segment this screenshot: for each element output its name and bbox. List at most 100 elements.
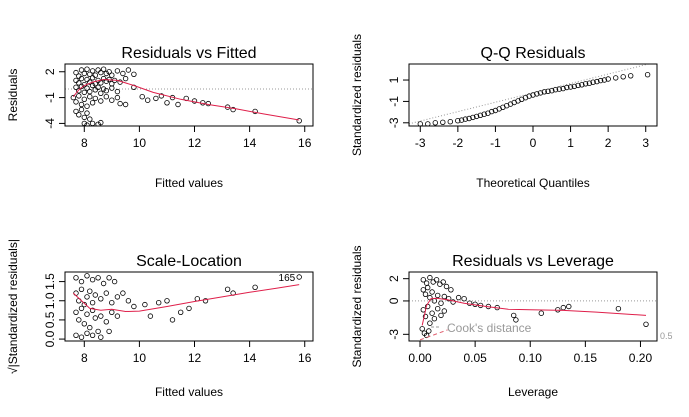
data-point xyxy=(530,92,536,98)
data-point xyxy=(575,82,581,89)
data-point xyxy=(78,286,85,292)
data-point xyxy=(76,112,82,118)
x-tick-label: 12 xyxy=(188,136,202,150)
cooks-distance-line xyxy=(419,329,448,341)
data-point xyxy=(202,298,209,304)
data-point xyxy=(120,290,126,296)
data-point xyxy=(87,93,93,100)
data-point xyxy=(109,300,115,306)
data-point xyxy=(458,117,465,123)
data-point xyxy=(438,300,444,306)
y-tick-label: 1.5 xyxy=(43,273,57,290)
data-point xyxy=(120,70,126,77)
data-point xyxy=(296,274,302,280)
data-point xyxy=(296,118,302,124)
data-point xyxy=(224,286,231,292)
data-point xyxy=(556,86,562,92)
data-point xyxy=(89,75,96,81)
data-point xyxy=(122,101,129,108)
data-point xyxy=(644,71,651,78)
point-label: 165 xyxy=(279,273,296,284)
data-point xyxy=(438,312,444,319)
x-tick-label: 0.05 xyxy=(463,351,487,365)
smoother-line xyxy=(72,284,300,313)
data-point xyxy=(106,275,112,281)
data-point xyxy=(432,120,438,126)
data-point xyxy=(470,114,476,121)
x-tick-label: 0 xyxy=(530,136,537,150)
data-point xyxy=(613,75,619,81)
data-point xyxy=(98,90,104,96)
data-point xyxy=(427,274,433,281)
data-point xyxy=(186,305,192,312)
data-point xyxy=(534,91,540,97)
data-point xyxy=(73,108,79,115)
data-point xyxy=(76,87,82,94)
data-point xyxy=(92,292,98,298)
data-point xyxy=(446,296,452,302)
y-tick-label: -1 xyxy=(43,92,57,103)
x-tick-label: 10 xyxy=(133,136,147,150)
data-point xyxy=(92,95,98,102)
data-point xyxy=(431,316,438,322)
data-point xyxy=(125,67,132,73)
y-tick-label: -3 xyxy=(387,329,401,340)
data-point xyxy=(109,72,115,78)
data-point xyxy=(76,317,82,323)
data-point xyxy=(473,113,480,120)
data-point xyxy=(87,288,93,294)
x-tick-label: 0.00 xyxy=(408,351,432,365)
x-tick-label: 14 xyxy=(243,351,257,365)
data-point xyxy=(560,85,566,92)
chart-title: Q-Q Residuals xyxy=(481,45,586,62)
data-point xyxy=(84,66,90,72)
data-point xyxy=(455,294,462,301)
x-tick-label: 0.15 xyxy=(574,351,598,365)
data-point xyxy=(89,82,96,89)
data-point xyxy=(95,67,101,73)
data-point xyxy=(81,114,87,121)
x-tick-label: 16 xyxy=(298,351,312,365)
data-point xyxy=(420,287,426,293)
data-point xyxy=(466,115,472,122)
data-point xyxy=(526,93,532,99)
data-point xyxy=(417,121,423,126)
y-tick-label: -4 xyxy=(43,118,57,129)
data-point xyxy=(89,120,96,126)
data-point xyxy=(95,328,101,335)
data-point xyxy=(466,300,473,306)
data-point xyxy=(114,88,121,95)
data-point xyxy=(76,80,82,86)
data-point xyxy=(462,116,469,122)
x-tick-label: 3 xyxy=(642,136,649,150)
data-point xyxy=(131,303,137,310)
data-point xyxy=(153,95,159,102)
data-point xyxy=(84,330,90,336)
data-point xyxy=(92,72,98,78)
y-tick-label: 0 xyxy=(387,297,401,304)
data-point xyxy=(122,75,129,82)
chart-title: Residuals vs Fitted xyxy=(121,45,256,62)
data-point xyxy=(131,71,137,77)
x-tick-label: 10 xyxy=(133,351,147,365)
data-point xyxy=(435,306,441,312)
data-point xyxy=(100,66,107,72)
data-point xyxy=(78,278,85,285)
data-point xyxy=(73,99,79,105)
data-point xyxy=(538,310,544,316)
y-tick-label: 1.0 xyxy=(43,292,57,309)
smoother-line xyxy=(72,78,300,121)
x-axis-label: Theoretical Quantiles xyxy=(476,176,589,190)
data-point xyxy=(100,280,107,287)
data-point xyxy=(84,122,90,126)
data-point xyxy=(84,311,90,317)
data-point xyxy=(98,80,104,86)
x-tick-label: 0.20 xyxy=(629,351,653,365)
data-point xyxy=(579,82,585,88)
data-point xyxy=(78,67,85,73)
data-point xyxy=(481,111,487,117)
data-point xyxy=(419,326,425,332)
data-point xyxy=(427,294,433,301)
data-point xyxy=(564,84,570,91)
data-point xyxy=(537,90,544,96)
